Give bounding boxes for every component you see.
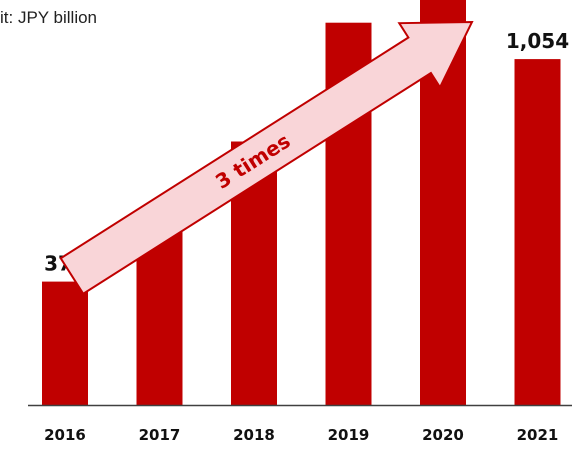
data-label-2021: 1,054 [506, 29, 569, 53]
unit-label: it: JPY billion [0, 8, 98, 27]
bar-2016 [42, 281, 88, 405]
bar-2021 [514, 59, 561, 405]
tick-label-2016: 2016 [44, 426, 86, 444]
growth-arrow-shape [59, 20, 474, 296]
tick-label-2020: 2020 [422, 426, 464, 444]
tick-label-2019: 2019 [328, 426, 370, 444]
tick-label-2017: 2017 [139, 426, 181, 444]
tick-label-2021: 2021 [517, 426, 559, 444]
tick-label-2018: 2018 [233, 426, 275, 444]
